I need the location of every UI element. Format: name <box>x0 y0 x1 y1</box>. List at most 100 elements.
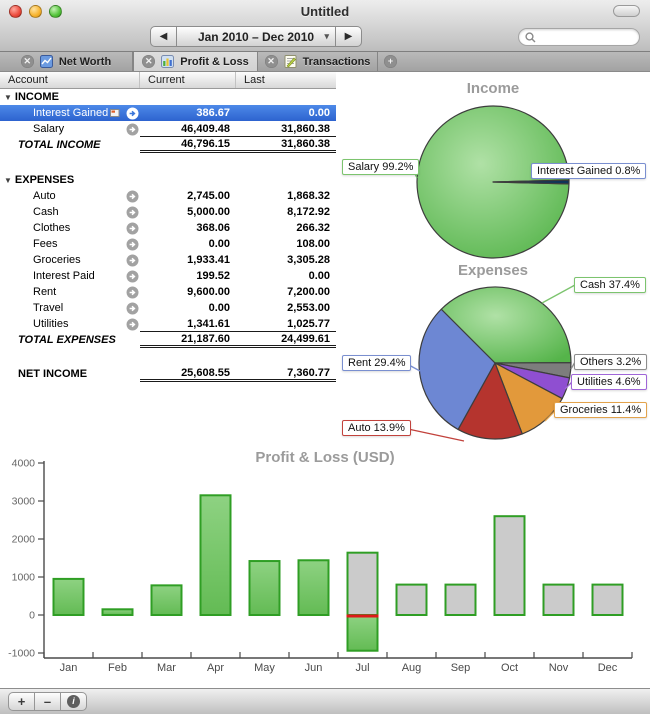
drilldown-arrow-button[interactable] <box>124 222 140 235</box>
bar-actual-jan <box>52 577 85 616</box>
drilldown-arrow-button[interactable] <box>124 190 140 203</box>
table-row-interest-paid[interactable]: Interest Paid 199.52 0.00 <box>0 268 336 284</box>
table-row-utilities[interactable]: Utilities 1,341.61 1,025.77 <box>0 316 336 332</box>
amount-cell: 1,933.41 <box>187 254 230 266</box>
back-arrow-icon: ◀ <box>159 31 168 42</box>
table-row-travel[interactable]: Travel 0.00 2,553.00 <box>0 300 336 316</box>
total-label: TOTAL EXPENSES <box>18 334 116 346</box>
drilldown-arrow-button[interactable] <box>124 270 140 283</box>
table-row-salary[interactable]: Salary 46,409.48 31,860.38 <box>0 121 336 137</box>
total-label: NET INCOME <box>18 368 88 380</box>
table-row-fees[interactable]: Fees 0.00 108.00 <box>0 236 336 252</box>
tab-label: Profit & Loss <box>180 55 249 68</box>
bar-projected-dec <box>591 583 624 617</box>
disclosure-triangle-icon[interactable]: ▼ <box>4 92 12 102</box>
y-axis-label: -1000 <box>8 648 35 660</box>
drilldown-arrow-button[interactable] <box>124 302 140 315</box>
drilldown-arrow-icon <box>126 286 138 298</box>
total-row-total-income[interactable]: TOTAL INCOME 46,796.15 31,860.38 <box>0 137 336 153</box>
prev-period-button[interactable]: ◀ <box>150 26 177 47</box>
zoom-window-button[interactable] <box>49 5 62 18</box>
amount-cell: 1,341.61 <box>140 317 236 332</box>
account-name: Travel <box>33 302 64 314</box>
amount-cell: 0.00 <box>308 107 330 119</box>
table-row-interest-gained[interactable]: Interest Gained 386.67 0.00 <box>0 105 336 121</box>
search-input[interactable] <box>539 29 635 45</box>
scheduled-badge-icon <box>110 109 120 117</box>
bar-projected-nov <box>542 583 575 617</box>
pie-label-connector <box>412 169 418 179</box>
drilldown-arrow-icon <box>126 123 138 135</box>
income-chart-title: Income <box>466 80 520 97</box>
search-field[interactable] <box>518 28 640 46</box>
tab-profit-and-loss[interactable]: ✕ Profit & Loss <box>133 52 258 71</box>
bar-projected-sep <box>444 583 477 617</box>
month-label-apr: Apr <box>207 662 224 674</box>
pie-label-connector <box>541 284 576 304</box>
amount-cell: 7,200.00 <box>287 286 330 298</box>
pie-slice-cash <box>440 286 572 364</box>
pie-slice-rent <box>418 308 496 431</box>
line-chart-icon <box>39 55 53 68</box>
amount-cell: 9,600.00 <box>187 286 230 298</box>
drilldown-arrow-button[interactable] <box>124 238 140 251</box>
drilldown-arrow-button[interactable] <box>124 254 140 267</box>
column-header-account[interactable]: Account <box>0 72 140 88</box>
net-income-row[interactable]: NET INCOME 25,608.55 7,360.77 <box>0 366 336 382</box>
drilldown-arrow-button[interactable] <box>124 107 140 120</box>
amount-cell: 46,409.48 <box>140 122 236 137</box>
info-icon: i <box>67 695 80 708</box>
table-row-clothes[interactable]: Clothes 368.06 266.32 <box>0 220 336 236</box>
ledger-icon <box>284 55 297 68</box>
table-row-groceries[interactable]: Groceries 1,933.41 3,305.28 <box>0 252 336 268</box>
table-row-rent[interactable]: Rent 9,600.00 7,200.00 <box>0 284 336 300</box>
account-name: Rent <box>33 286 57 298</box>
amount-cell: 386.67 <box>196 107 230 119</box>
y-axis-label: 2000 <box>12 534 36 546</box>
row-spacer <box>0 348 336 366</box>
bar-actual-mar <box>150 584 183 616</box>
tab-label: Net Worth <box>58 55 112 68</box>
info-button[interactable]: i <box>60 692 87 711</box>
pie-label-connector <box>406 363 421 372</box>
expenses-chart-title: Expenses <box>457 262 529 279</box>
section-row-income[interactable]: ▼ INCOME <box>0 89 336 105</box>
column-header-last[interactable]: Last <box>244 74 265 86</box>
pie-slice-interest-gained <box>492 179 570 185</box>
remove-account-button[interactable]: – <box>34 692 61 711</box>
toolbar-toggle-button[interactable] <box>613 5 640 17</box>
table-row-cash[interactable]: Cash 5,000.00 8,172.92 <box>0 204 336 220</box>
drilldown-arrow-button[interactable] <box>124 206 140 219</box>
tab-transactions[interactable]: ✕ Transactions <box>258 52 378 71</box>
tab-net-worth[interactable]: ✕ Net Worth <box>0 52 133 71</box>
traffic-lights <box>9 5 62 18</box>
table-row-auto[interactable]: Auto 2,745.00 1,868.32 <box>0 188 336 204</box>
minimize-window-button[interactable] <box>29 5 42 18</box>
amount-cell: 199.52 <box>196 270 230 282</box>
date-range-dropdown[interactable]: Jan 2010 – Dec 2010 ▾ <box>177 26 335 47</box>
pie-slice-auto <box>457 362 523 440</box>
bottom-toolbar: + – i <box>0 688 650 714</box>
close-window-button[interactable] <box>9 5 22 18</box>
close-tab-icon[interactable]: ✕ <box>142 55 156 68</box>
drilldown-arrow-button[interactable] <box>124 123 140 136</box>
section-row-expenses[interactable]: ▼ EXPENSES <box>0 172 336 188</box>
bar-projected-oct <box>493 515 526 616</box>
close-tab-icon[interactable]: ✕ <box>20 55 34 68</box>
add-tab-button[interactable]: + <box>384 55 397 68</box>
account-name: Cash <box>33 206 59 218</box>
disclosure-triangle-icon[interactable]: ▼ <box>4 175 12 185</box>
month-label-jan: Jan <box>60 662 78 674</box>
next-period-button[interactable]: ▶ <box>335 26 362 47</box>
drilldown-arrow-button[interactable] <box>124 318 140 331</box>
row-spacer <box>0 153 336 172</box>
drilldown-arrow-icon <box>126 302 138 314</box>
close-tab-icon[interactable]: ✕ <box>264 55 278 68</box>
account-name: Groceries <box>33 254 81 266</box>
add-account-button[interactable]: + <box>8 692 35 711</box>
total-row-total-expenses[interactable]: TOTAL EXPENSES 21,187.60 24,499.61 <box>0 332 336 348</box>
column-header-current[interactable]: Current <box>140 72 236 88</box>
drilldown-arrow-button[interactable] <box>124 286 140 299</box>
drilldown-arrow-icon <box>126 254 138 266</box>
